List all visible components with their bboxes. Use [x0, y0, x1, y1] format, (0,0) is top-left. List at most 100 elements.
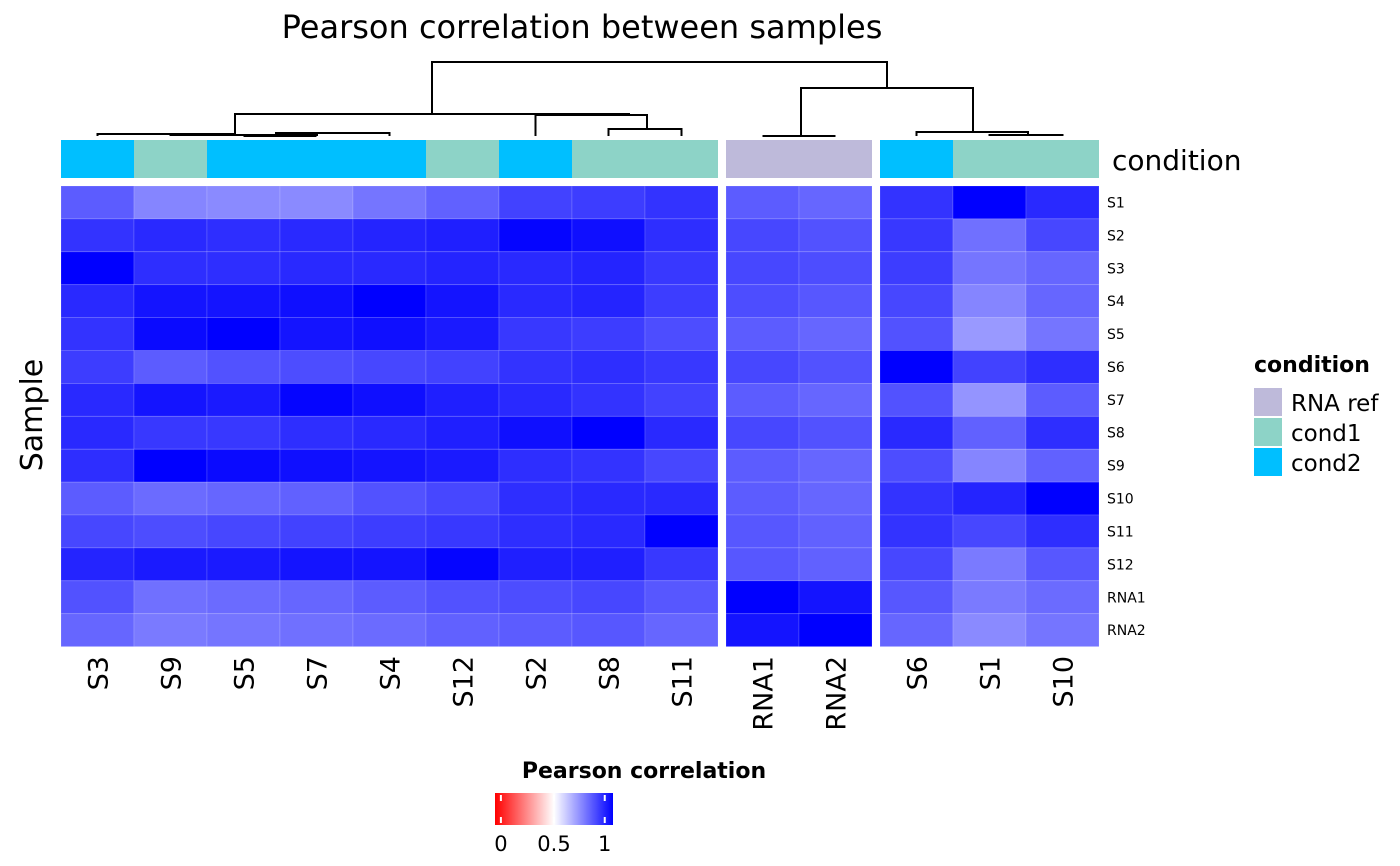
heatmap-cell: [352, 415, 427, 450]
annotation-cell: [645, 140, 718, 178]
annotation-cell: [953, 140, 1026, 178]
heatmap-cell: [952, 613, 1027, 648]
heatmap-cell: [1025, 317, 1100, 351]
colorbar-tick-label: 1: [598, 832, 611, 856]
heatmap-cell: [352, 350, 427, 384]
annotation-cell: [61, 140, 134, 178]
heatmap-cell: [644, 317, 719, 351]
condition-annotation-bar: [61, 140, 1099, 178]
heatmap-cell: [798, 284, 873, 319]
heatmap-cell: [279, 218, 354, 253]
heatmap-cell: [425, 382, 500, 417]
row-label: RNA1: [1107, 590, 1146, 606]
row-label: S3: [1107, 261, 1125, 277]
heatmap-cell: [879, 448, 954, 483]
heatmap-cell: [425, 547, 500, 582]
dendrogram-branch: [234, 113, 630, 133]
heatmap-cell: [60, 382, 135, 417]
heatmap-cell: [352, 382, 427, 417]
heatmap-cell: [1025, 415, 1100, 450]
dendrogram-branch: [607, 128, 683, 136]
heatmap-cell: [60, 613, 135, 648]
heatmap-cell: [425, 350, 500, 384]
heatmap-cell: [798, 580, 873, 615]
heatmap-cell: [644, 613, 719, 648]
annotation-cell: [880, 140, 953, 178]
heatmap-cell: [206, 613, 281, 648]
condition-legend-label: RNA ref: [1291, 391, 1379, 417]
heatmap-cell: [498, 350, 573, 384]
heatmap-cell: [798, 350, 873, 384]
annotation-label: condition: [1112, 144, 1241, 177]
column-labels: S3 S9 S5 S7 S4 S12 S2 S8 S11 RNA1 RNA2 S6 S1 S10: [84, 656, 1080, 731]
heatmap-cell: [725, 185, 800, 220]
condition-legend-label: cond1: [1291, 421, 1362, 447]
annotation-cell: [499, 140, 572, 178]
heatmap-cell: [571, 284, 646, 319]
heatmap-cell: [725, 514, 800, 549]
row-label: S4: [1107, 294, 1125, 310]
column-label: S4: [376, 656, 407, 690]
heatmap-cell: [60, 514, 135, 549]
heatmap-cell: [425, 415, 500, 450]
heatmap-cell: [133, 481, 208, 516]
heatmap-cell: [879, 415, 954, 450]
heatmap-cell: [798, 185, 873, 220]
heatmap-cell: [498, 514, 573, 549]
annotation-cell: [134, 140, 207, 178]
heatmap-cell: [133, 382, 208, 417]
heatmap-cell: [644, 218, 719, 253]
row-label: RNA2: [1107, 623, 1146, 639]
heatmap-cell: [279, 350, 354, 384]
condition-legend-swatch: [1254, 418, 1282, 446]
heatmap-cell: [498, 613, 573, 648]
column-label: S1: [976, 656, 1007, 690]
heatmap-cell: [133, 415, 208, 450]
row-label: S12: [1107, 557, 1134, 573]
heatmap-cell: [352, 613, 427, 648]
heatmap-cell: [879, 218, 954, 253]
heatmap-cell: [425, 448, 500, 483]
heatmap-cell: [571, 317, 646, 351]
dendrogram-branch: [988, 134, 1064, 136]
heatmap-cell: [571, 514, 646, 549]
heatmap-cell: [279, 580, 354, 615]
heatmap-cell: [206, 580, 281, 615]
heatmap-cell: [133, 185, 208, 220]
condition-legend-label: cond2: [1291, 451, 1362, 477]
condition-legend-swatch: [1254, 448, 1282, 476]
column-label: S8: [595, 656, 626, 690]
heatmap-cell: [425, 580, 500, 615]
row-label: S11: [1107, 525, 1134, 541]
heatmap-cell: [798, 415, 873, 450]
heatmap-cell: [352, 448, 427, 483]
heatmap-cell: [571, 350, 646, 384]
heatmap-cell: [798, 382, 873, 417]
heatmap-cell: [279, 547, 354, 582]
condition-legend-swatch: [1254, 388, 1282, 416]
heatmap-cell: [279, 185, 354, 220]
heatmap-cell: [798, 547, 873, 582]
heatmap-cell: [952, 185, 1027, 220]
heatmap-cell: [498, 481, 573, 516]
heatmap-cell: [60, 350, 135, 384]
heatmap-cell: [571, 218, 646, 253]
heatmap-cell: [952, 580, 1027, 615]
column-label: S11: [668, 656, 699, 708]
heatmap-cell: [879, 514, 954, 549]
heatmap-cell: [498, 382, 573, 417]
heatmap-cell: [133, 251, 208, 286]
column-label: RNA2: [822, 656, 853, 731]
heatmap-cell: [133, 580, 208, 615]
heatmap-cell: [644, 382, 719, 417]
heatmap-cell: [498, 251, 573, 286]
heatmap-cell: [60, 185, 135, 220]
heatmap-cell: [1025, 547, 1100, 582]
column-label: S5: [230, 656, 261, 690]
heatmap-cell: [571, 481, 646, 516]
heatmap-cell: [352, 481, 427, 516]
heatmap-cell: [1025, 514, 1100, 549]
column-label: S3: [84, 656, 115, 690]
heatmap-cell: [498, 317, 573, 351]
